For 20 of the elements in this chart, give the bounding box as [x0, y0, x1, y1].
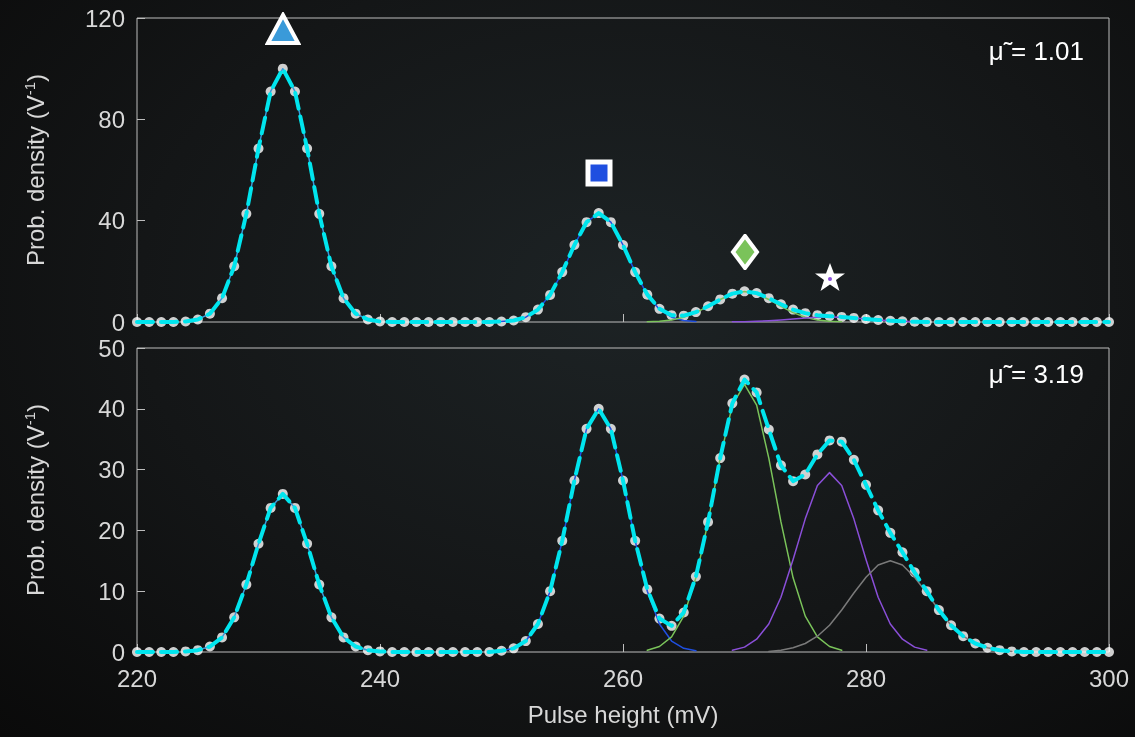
y-tick-label: 40: [98, 207, 125, 235]
x-axis-title: Pulse height (mV): [527, 700, 719, 728]
annotation: μ̃ = 3.19: [988, 359, 1084, 389]
y-tick-label: 40: [98, 395, 125, 423]
x-tick-label: 260: [602, 664, 644, 692]
y-tick-label: 50: [98, 334, 125, 362]
x-tick-label: 220: [116, 664, 158, 692]
y-tick-label: 0: [111, 308, 125, 336]
y-tick-label: 20: [98, 516, 125, 544]
y-tick-label: 120: [84, 4, 125, 32]
x-tick-label: 240: [359, 664, 401, 692]
y-tick-label: 0: [111, 638, 125, 666]
y-tick-label: 80: [98, 105, 125, 133]
x-tick-label: 280: [845, 664, 887, 692]
annotation: μ̃ = 1.01: [988, 36, 1084, 66]
y-tick-label: 10: [98, 577, 125, 605]
y-axis-title: Prob. density (V-1): [21, 73, 49, 267]
y-tick-label: 30: [98, 456, 125, 484]
y-axis-title: Prob. density (V-1): [21, 403, 49, 597]
x-tick-label: 300: [1088, 664, 1130, 692]
